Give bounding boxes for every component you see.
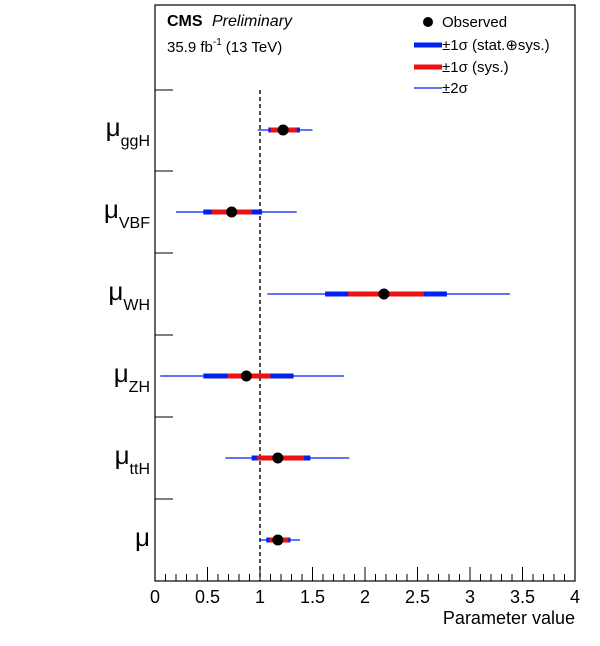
header: CMS Preliminary 35.9 fb-1 (13 TeV) <box>167 13 293 56</box>
row-label-symbol: μ <box>115 440 130 470</box>
legend-sys-label: ±1σ (sys.) <box>442 59 509 76</box>
lumi-energy: (13 TeV) <box>226 39 282 56</box>
data-row: μ <box>135 522 300 552</box>
observed-point <box>226 206 238 218</box>
data-row: μWH <box>108 276 510 314</box>
luminosity-label: 35.9 fb-1 (13 TeV) <box>167 37 282 56</box>
observed-point <box>272 534 284 546</box>
x-tick-label: 1 <box>255 587 265 607</box>
data-row: μVBF <box>104 194 297 232</box>
row-label: μVBF <box>104 194 150 232</box>
row-label: μ <box>135 522 150 552</box>
row-label-subscript: ttH <box>130 461 150 478</box>
status-label: Preliminary <box>212 13 293 30</box>
x-tick-label: 1.5 <box>300 587 325 607</box>
observed-point <box>277 124 289 136</box>
observed-point <box>272 452 284 464</box>
row-label: μWH <box>108 276 150 314</box>
row-label-symbol: μ <box>135 522 150 552</box>
legend-stat-sys-label: ±1σ (stat.⊕sys.) <box>442 37 550 54</box>
row-label-subscript: WH <box>123 297 150 314</box>
experiment-label: CMS <box>167 13 203 30</box>
x-tick-label: 3 <box>465 587 475 607</box>
data-row: μZH <box>114 358 344 396</box>
x-tick-label: 0.5 <box>195 587 220 607</box>
x-tick-label: 3.5 <box>510 587 535 607</box>
row-label-subscript: VBF <box>119 215 150 232</box>
legend-observed-label: Observed <box>442 14 507 31</box>
row-label-symbol: μ <box>106 112 121 142</box>
legend-observed-marker <box>423 17 433 27</box>
legend: Observed ±1σ (stat.⊕sys.) ±1σ (sys.) ±2σ <box>414 14 550 97</box>
observed-point <box>378 288 390 300</box>
x-tick-label: 4 <box>570 587 580 607</box>
data-row: μttH <box>115 440 350 478</box>
row-label-symbol: μ <box>108 276 123 306</box>
x-axis-title: Parameter value <box>443 608 575 628</box>
lumi-value: 35.9 fb <box>167 39 213 56</box>
data-row: μggH <box>106 112 313 150</box>
x-tick-label: 2 <box>360 587 370 607</box>
row-label-subscript: ggH <box>121 133 150 150</box>
row-label: μttH <box>115 440 150 478</box>
x-axis: 0 0.5 1 1.5 2 2.5 3 3.5 4 <box>150 567 580 607</box>
x-tick-label: 2.5 <box>405 587 430 607</box>
row-label-subscript: ZH <box>129 379 150 396</box>
lumi-exponent: -1 <box>213 37 222 48</box>
row-label-symbol: μ <box>104 194 119 224</box>
row-label-symbol: μ <box>114 358 129 388</box>
x-tick-label: 0 <box>150 587 160 607</box>
row-label: μZH <box>114 358 150 396</box>
y-axis-ticks <box>155 89 173 500</box>
observed-point <box>240 370 252 382</box>
row-label: μggH <box>106 112 150 150</box>
legend-two-sigma-label: ±2σ <box>442 80 469 97</box>
